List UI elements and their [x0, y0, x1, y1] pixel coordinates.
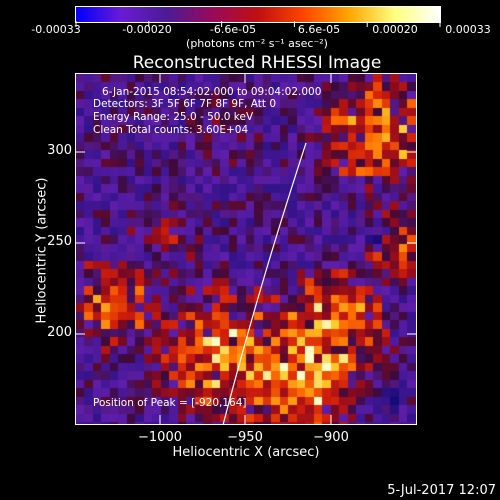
detectors-label: Detectors: 3F 5F 6F 7F 8F 9F, Att 0: [93, 98, 277, 110]
colorbar-tick-labels: -0.00033 -0.00020 -6.6e-05 6.6e-05 0.000…: [30, 23, 500, 38]
colorbar-units: (photons cm⁻² s⁻¹ asec⁻²): [186, 37, 328, 50]
y-axis-title: Heliocentric Y (arcsec): [34, 177, 50, 324]
image-plot-area: [75, 73, 417, 425]
colorbar-tick-label: -6.6e-05: [209, 23, 257, 36]
rhessi-image-canvas: [76, 74, 416, 424]
time-range-label: 6-Jan-2015 08:54:02.000 to 09:04:02.000: [102, 86, 322, 98]
energy-range-label: Energy Range: 25.0 - 50.0 keV: [93, 111, 254, 123]
x-axis-tick-labels: −1000 −950 −900: [75, 430, 417, 446]
plot-overlay: [75, 73, 417, 425]
colorbar-tick-label: 6.6e-05: [297, 23, 341, 36]
y-tick-label: 200: [47, 325, 72, 340]
plot-title: Reconstructed RHESSI Image: [132, 53, 382, 73]
footer-date: 5-Jul-2017 12:07: [387, 483, 496, 498]
x-tick-label: −950: [227, 430, 263, 445]
y-tick-label: 250: [47, 234, 72, 249]
colorbar-tick-label: 0.00020: [372, 23, 418, 36]
colorbar-tick-label: -0.00033: [31, 23, 81, 36]
x-axis-title: Heliocentric X (arcsec): [172, 445, 320, 460]
colorbar: [75, 6, 441, 23]
y-axis-ticks: [75, 151, 417, 335]
colorbar-tick-label: -0.00020: [122, 23, 172, 36]
x-tick-label: −900: [313, 430, 349, 445]
x-axis-ticks: [159, 73, 332, 425]
x-tick-label: −1000: [138, 430, 182, 445]
peak-position-label: Position of Peak = [-920,164]: [93, 397, 247, 409]
colorbar-tick-marks: [75, 21, 441, 27]
y-tick-label: 300: [47, 143, 72, 158]
clean-counts-label: Clean Total counts: 3.60E+04: [93, 124, 249, 136]
solar-limb-line: [222, 142, 307, 425]
colorbar-tick-label: 0.00033: [445, 23, 491, 36]
